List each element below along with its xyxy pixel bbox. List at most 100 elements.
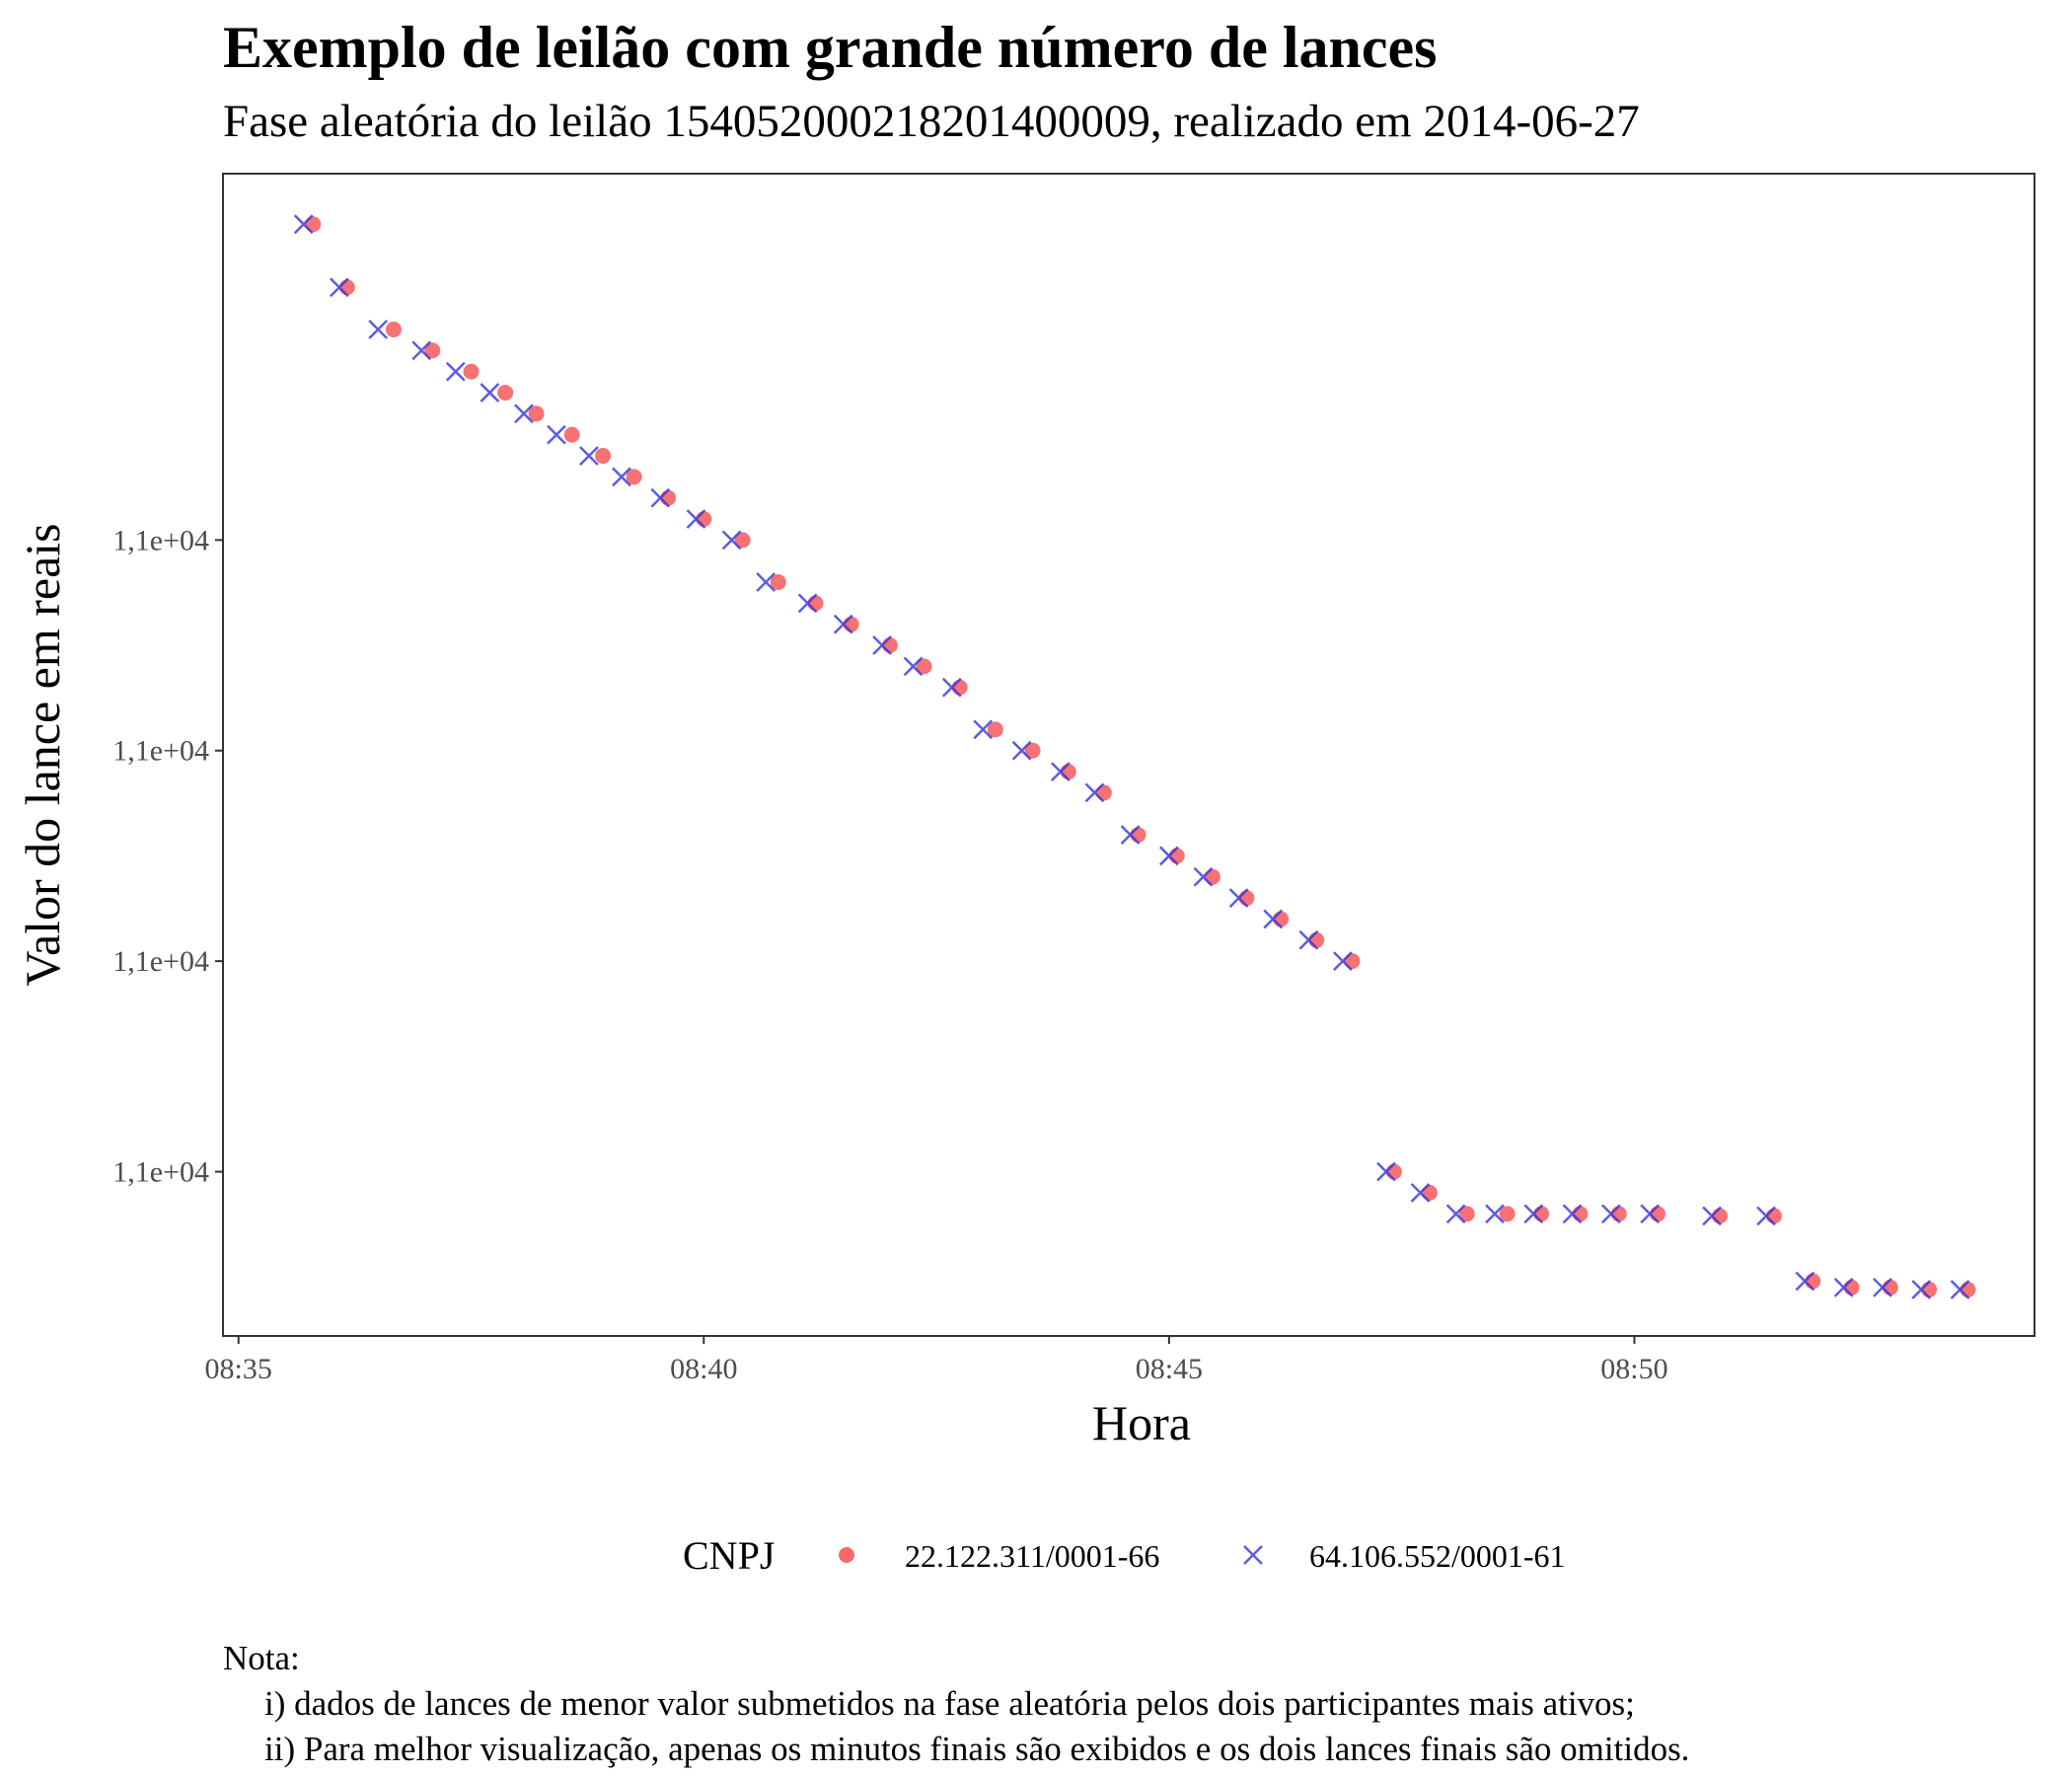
- data-point-circle: [1421, 1184, 1438, 1201]
- data-point-cross: [1562, 1204, 1583, 1224]
- data-point-circle: [1204, 868, 1221, 885]
- data-point-cross: [1911, 1280, 1932, 1299]
- data-point-circle: [338, 279, 355, 296]
- data-point-cross: [1376, 1161, 1396, 1182]
- data-point-circle: [1458, 1206, 1475, 1222]
- data-point-cross: [721, 530, 742, 551]
- data-point-circle: [843, 616, 859, 632]
- data-point-cross: [1640, 1204, 1661, 1224]
- y-axis-title: Valor do lance em reais: [15, 523, 70, 986]
- chart-title: Exemplo de leilão com grande número de l…: [223, 15, 1438, 80]
- data-points: [293, 214, 1976, 1299]
- data-point-circle: [770, 574, 786, 591]
- data-point-circle: [1921, 1282, 1938, 1298]
- data-point-cross: [756, 572, 777, 592]
- data-point-cross: [1050, 762, 1071, 781]
- data-point-circle: [1385, 1163, 1402, 1180]
- data-point-circle: [1168, 848, 1185, 864]
- data-point-circle: [1843, 1279, 1860, 1295]
- data-point-cross: [1950, 1280, 1970, 1299]
- legend: CNPJ 22.122.311/0001-66 64.106.552/0001-…: [683, 1533, 1566, 1578]
- data-point-circle: [987, 721, 1003, 738]
- data-point-cross: [1084, 782, 1105, 803]
- data-point-circle: [1024, 742, 1041, 759]
- data-point-circle: [1060, 764, 1076, 780]
- data-point-cross: [833, 614, 853, 634]
- data-point-cross: [411, 340, 432, 361]
- x-axis-title: Hora: [1092, 1395, 1191, 1450]
- data-point-cross: [1011, 740, 1032, 761]
- y-axis: 1,1e+04 1,1e+04 1,1e+04 1,1e+04: [112, 524, 223, 1189]
- data-point-cross: [1298, 929, 1319, 950]
- data-point-circle: [881, 637, 898, 654]
- data-point-circle: [1273, 911, 1290, 927]
- x-tick-label: 08:40: [670, 1353, 737, 1385]
- data-point-circle: [1610, 1206, 1627, 1222]
- plot-panel: [222, 173, 2035, 1337]
- data-point-circle: [1344, 953, 1361, 970]
- legend-title: CNPJ: [683, 1533, 775, 1578]
- data-point-cross: [797, 593, 818, 614]
- data-point-circle: [696, 510, 712, 527]
- x-axis: 08:35 08:40 08:45 08:50: [205, 1336, 1668, 1385]
- data-point-circle: [1572, 1206, 1589, 1222]
- data-point-circle: [595, 447, 612, 464]
- footnote-heading: Nota:: [223, 1639, 300, 1677]
- legend-label-series-2: 64.106.552/0001-61: [1309, 1538, 1566, 1574]
- data-point-circle: [497, 384, 514, 401]
- data-point-cross: [1445, 1204, 1466, 1224]
- data-point-cross: [547, 424, 566, 445]
- y-tick-label: 1,1e+04: [112, 735, 209, 768]
- data-point-cross: [1600, 1204, 1621, 1224]
- data-point-cross: [872, 635, 892, 655]
- data-point-cross: [368, 320, 389, 339]
- data-point-circle: [951, 679, 968, 696]
- data-point-cross: [1158, 846, 1179, 866]
- footnote-item-1: i) dados de lances de menor valor submet…: [264, 1684, 1635, 1723]
- footnote: Nota: i) dados de lances de menor valor …: [223, 1636, 1689, 1772]
- data-point-circle: [1650, 1206, 1666, 1222]
- data-point-cross: [1756, 1206, 1776, 1226]
- data-point-cross: [514, 404, 534, 424]
- data-point-cross: [293, 214, 314, 235]
- footnote-item-2: ii) Para melhor visualização, apenas os …: [264, 1730, 1690, 1768]
- legend-key-circle: [839, 1547, 854, 1563]
- data-point-cross: [1523, 1204, 1544, 1224]
- data-point-cross: [1795, 1271, 1815, 1292]
- data-point-cross: [480, 383, 500, 403]
- data-point-circle: [528, 406, 545, 422]
- data-point-circle: [1882, 1279, 1898, 1295]
- data-point-circle: [626, 469, 642, 485]
- data-point-circle: [734, 532, 751, 549]
- data-point-cross: [1410, 1182, 1431, 1203]
- data-point-circle: [1308, 931, 1325, 948]
- data-point-circle: [660, 489, 677, 506]
- data-point-circle: [807, 595, 824, 612]
- data-point-cross: [1702, 1206, 1722, 1226]
- data-point-cross: [650, 487, 671, 508]
- data-point-circle: [1805, 1273, 1821, 1290]
- legend-label-series-1: 22.122.311/0001-66: [905, 1538, 1159, 1574]
- data-point-circle: [563, 426, 580, 443]
- data-point-cross: [1873, 1278, 1892, 1297]
- data-point-cross: [1120, 825, 1141, 845]
- data-point-circle: [1711, 1208, 1728, 1224]
- data-point-circle: [1499, 1206, 1516, 1222]
- data-point-cross: [903, 656, 924, 677]
- data-point-circle: [1765, 1208, 1782, 1224]
- data-point-cross: [1228, 888, 1249, 908]
- y-tick-label: 1,1e+04: [112, 945, 209, 978]
- y-tick-label: 1,1e+04: [112, 524, 209, 556]
- data-point-cross: [330, 277, 349, 298]
- data-point-cross: [973, 719, 994, 740]
- data-point-cross: [579, 446, 599, 466]
- data-point-cross: [1833, 1278, 1854, 1297]
- data-point-cross: [941, 677, 962, 698]
- chart-subtitle: Fase aleatória do leilão 154052000218201…: [223, 96, 1640, 147]
- y-tick-label: 1,1e+04: [112, 1156, 209, 1189]
- data-point-circle: [385, 321, 402, 337]
- data-point-cross: [1193, 866, 1214, 887]
- data-point-circle: [1095, 784, 1112, 801]
- x-tick-label: 08:45: [1136, 1353, 1203, 1385]
